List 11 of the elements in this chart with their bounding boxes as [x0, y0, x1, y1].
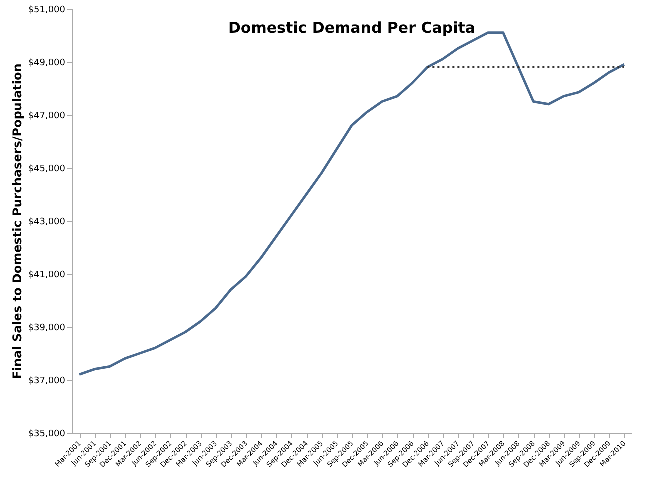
y-tick-label: $49,000	[28, 58, 66, 68]
y-tick-label: $39,000	[28, 324, 66, 334]
y-tick-label: $41,000	[28, 270, 66, 280]
y-tick-label: $43,000	[28, 218, 66, 228]
y-tick-label: $35,000	[28, 430, 66, 440]
y-tick-label: $47,000	[28, 112, 66, 122]
text: Domestic Demand Per Capita	[228, 19, 476, 37]
y-tick-label: $51,000	[28, 6, 66, 16]
y-tick-label: $45,000	[28, 164, 66, 174]
y-tick-label: $37,000	[28, 376, 66, 386]
y-axis-title: Final Sales to Domestic Purchasers/Population	[10, 64, 24, 380]
